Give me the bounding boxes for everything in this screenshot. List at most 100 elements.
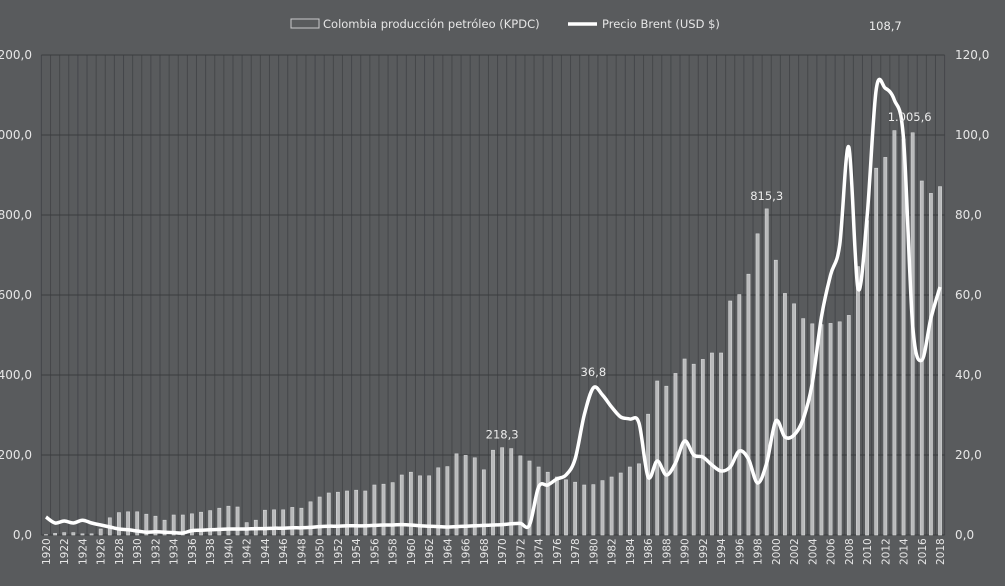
x-axis-tick-label: 1980 xyxy=(588,538,600,565)
x-axis-ticks: 1920 1922 1924 1926 1928 1930 1932 1934 1936 1938… xyxy=(41,538,947,565)
left-axis-tick-label: 400,0 xyxy=(0,368,32,382)
bar-1951 xyxy=(326,492,331,536)
left-axis-tick-label: 800,0 xyxy=(0,208,32,222)
x-axis-tick-label: 1958 xyxy=(388,538,400,565)
bar-2001 xyxy=(783,293,787,536)
x-axis-tick-label: 1924 xyxy=(77,538,89,565)
left-axis-ticks: 0,0 200,0 400,0 600,0 800,0 1.000,0 1.200,0 xyxy=(0,48,32,542)
bar-1937 xyxy=(199,511,203,536)
bar-1997 xyxy=(746,273,751,536)
bar-1962 xyxy=(427,475,432,536)
x-axis-tick-label: 1960 xyxy=(406,538,418,565)
x-axis-tick-label: 1944 xyxy=(260,538,272,565)
bar-2010 xyxy=(865,220,869,536)
x-axis-tick-label: 1962 xyxy=(424,538,436,565)
x-axis-tick-label: 1990 xyxy=(680,538,692,565)
right-axis-tick-label: 20,0 xyxy=(955,448,982,462)
x-axis-tick-label: 2012 xyxy=(880,538,892,565)
bar-1981 xyxy=(600,480,605,536)
x-axis-tick-label: 2002 xyxy=(789,538,801,565)
x-axis-tick-label: 1966 xyxy=(461,538,473,565)
bar-1983 xyxy=(618,472,623,536)
bar-1923 xyxy=(71,532,76,536)
x-axis-tick-label: 1936 xyxy=(187,538,199,565)
bar-1987 xyxy=(655,380,660,536)
x-axis-tick-label: 1964 xyxy=(442,538,454,565)
data-labels: 218,3 36,8 815,3 108,7 1.005,6 xyxy=(486,19,932,442)
legend-bar-label: Colombia producción petróleo (KPDC) xyxy=(323,17,540,31)
x-axis-tick-label: 1920 xyxy=(41,538,53,565)
left-axis-tick-label: 200,0 xyxy=(0,448,32,462)
bar-1968 xyxy=(481,469,486,536)
x-axis-tick-label: 1986 xyxy=(643,538,655,565)
bar-1929 xyxy=(126,511,130,536)
x-axis-tick-label: 1968 xyxy=(479,538,491,565)
bar-1921 xyxy=(53,533,57,536)
bar-1967 xyxy=(472,457,477,536)
bar-1980 xyxy=(591,484,596,536)
bar-1985 xyxy=(637,463,641,536)
left-axis-tick-label: 0,0 xyxy=(13,528,32,542)
x-axis-tick-label: 1952 xyxy=(333,538,345,565)
bar-2006 xyxy=(828,323,833,536)
x-axis-tick-label: 1922 xyxy=(59,538,71,565)
bar-1974 xyxy=(536,466,541,536)
bar-1994 xyxy=(719,352,723,536)
bar-1989 xyxy=(673,373,678,536)
bar-1969 xyxy=(491,449,495,536)
x-axis-tick-label: 1950 xyxy=(315,538,327,565)
bar-1977 xyxy=(564,479,568,536)
right-axis-ticks: 0,0 20,0 40,0 60,0 80,0 100,0 120,0 xyxy=(955,48,989,542)
bar-1975 xyxy=(545,471,550,536)
bar-1955 xyxy=(363,490,368,536)
x-axis-tick-label: 1992 xyxy=(698,538,710,565)
x-axis-tick-label: 2006 xyxy=(826,538,838,565)
bar-1933 xyxy=(162,519,167,536)
bar-1952 xyxy=(336,491,340,536)
left-axis-tick-label: 1.200,0 xyxy=(0,48,32,62)
bar-1971 xyxy=(509,448,514,536)
bar-1931 xyxy=(144,513,149,536)
brent-price-line xyxy=(44,77,942,535)
x-axis-tick-label: 1926 xyxy=(96,538,108,565)
x-axis-tick-label: 1988 xyxy=(661,538,673,565)
data-label: 36,8 xyxy=(581,365,607,379)
bar-1932 xyxy=(153,515,158,536)
x-axis-tick-label: 1982 xyxy=(607,538,619,565)
data-label: 108,7 xyxy=(869,19,902,33)
x-axis-tick-label: 1940 xyxy=(223,538,235,565)
bar-1954 xyxy=(354,489,359,536)
bar-2004 xyxy=(810,323,815,536)
bar-2000 xyxy=(773,259,778,536)
x-axis-tick-label: 1970 xyxy=(497,538,509,565)
right-axis-tick-label: 0,0 xyxy=(955,528,974,542)
bar-1924 xyxy=(80,533,85,536)
left-axis-tick-label: 600,0 xyxy=(0,288,32,302)
bar-1998 xyxy=(755,233,760,536)
bar-1936 xyxy=(190,513,194,536)
bar-1926 xyxy=(98,528,103,536)
bar-1950 xyxy=(317,496,322,536)
x-axis-tick-label: 1946 xyxy=(278,538,290,565)
right-axis-tick-label: 60,0 xyxy=(955,288,982,302)
bar-1972 xyxy=(518,455,523,536)
bar-1928 xyxy=(117,512,121,536)
bar-1940 xyxy=(226,505,231,536)
bar-1965 xyxy=(454,453,459,536)
x-axis-tick-label: 1938 xyxy=(205,538,217,565)
x-axis-tick-label: 1994 xyxy=(716,538,728,565)
bar-1934 xyxy=(171,514,176,536)
right-axis-tick-label: 120,0 xyxy=(955,48,989,62)
x-axis-tick-label: 2010 xyxy=(862,538,874,565)
bar-1958 xyxy=(390,482,395,536)
bar-1999 xyxy=(764,208,769,536)
bar-1990 xyxy=(682,358,687,536)
x-axis-tick-label: 1930 xyxy=(132,538,144,565)
bar-1995 xyxy=(728,300,733,536)
bar-1941 xyxy=(235,506,240,536)
bar-1996 xyxy=(737,294,742,536)
x-axis-tick-label: 2000 xyxy=(771,538,783,565)
bar-1961 xyxy=(418,475,422,536)
x-axis-tick-label: 1954 xyxy=(351,538,363,565)
